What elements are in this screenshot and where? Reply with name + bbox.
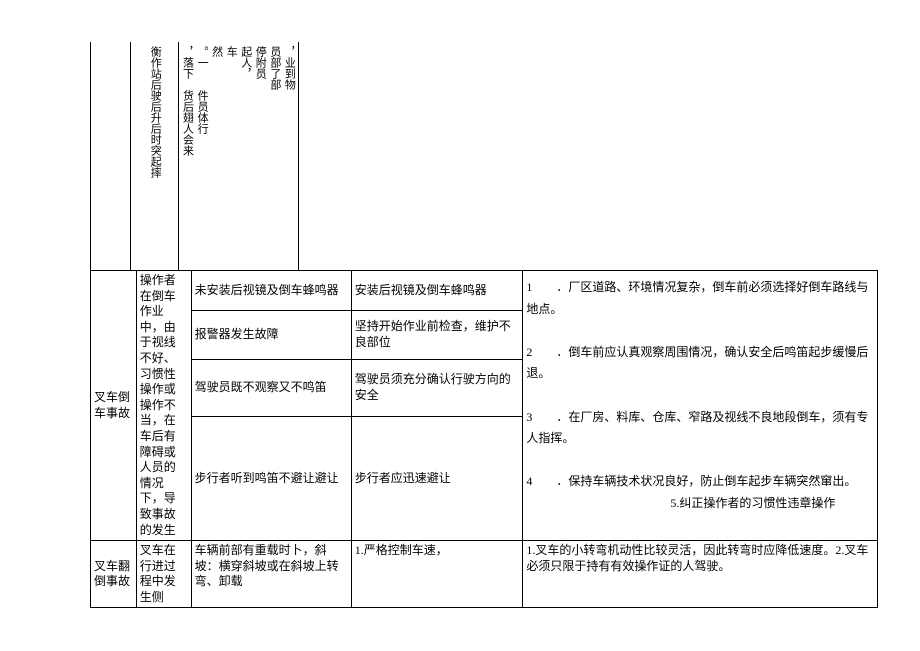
mid-rowlabel-text: 叉车倒车事故 (94, 390, 130, 420)
tc3l2: 货后翅人会来 (181, 90, 193, 156)
bot-measures: 1.叉车的小转弯机动性比较灵活，因此转弯时应降低速度。2.叉车必须只限于持有有效… (523, 541, 878, 608)
mid-sub2-c1: 报警器发生故障 (191, 310, 351, 359)
bot-c1-text: 车辆前部有重载时卜，斜坡：横穿斜坡或在斜坡上转弯、卸载 (195, 543, 339, 588)
bot-c1: 车辆前部有重载时卜，斜坡：横穿斜坡或在斜坡上转弯、卸载 (191, 541, 351, 608)
tc3l10: ，落下 (181, 46, 193, 79)
tc3l8: 然 (210, 46, 222, 57)
mid-sub2-c1-text: 报警器发生故障 (195, 327, 279, 341)
tc3l3: ，业到物 (283, 46, 295, 90)
bot-cause-text: 叉车在行进过程中发生侧 (140, 543, 176, 604)
mid-cause-text: 操作者在倒车作业中，由于视线不好、习惯性操作或操作不当，在车后有障碍或人员的情况… (140, 273, 176, 537)
tc3l4: 员部了部 (268, 46, 280, 90)
tc3l7: 车 (225, 46, 237, 57)
mid-sub1-c1-text: 未安装后视镜及倒车蜂鸣器 (195, 283, 339, 297)
bot-c2: 1.严格控制车速， (351, 541, 523, 608)
bot-rowlabel-text: 叉车翻倒事故 (94, 559, 130, 589)
mid-sub2-c2: 坚持开始作业前检查，维护不良部位 (351, 310, 523, 359)
top-col2: 衡作站后驶后升后时突起摔 (131, 42, 179, 271)
top-col1 (91, 42, 131, 271)
bot-rowlabel: 叉车翻倒事故 (91, 541, 137, 608)
mid-sub3-c1-text: 驾驶员既不观察又不鸣笛 (195, 380, 327, 394)
mid-cause: 操作者在倒车作业中，由于视线不好、习惯性操作或操作不当，在车后有障碍或人员的情况… (136, 271, 191, 541)
mid-sub3-c1: 驾驶员既不观察又不鸣笛 (191, 359, 351, 416)
mid-sub3-c2-text: 驾驶员须充分确认行驶方向的安全 (355, 372, 511, 402)
mid-sub1-c2: 安装后视镜及倒车蜂鸣器 (351, 271, 523, 311)
mid-sub3-c2: 驾驶员须充分确认行驶方向的安全 (351, 359, 523, 416)
mid-sub2-c2-text: 坚持开始作业前检查，维护不良部位 (355, 319, 511, 349)
tc3l9: 。一 (196, 46, 208, 68)
mid-sub4-c1: 步行者听到鸣笛不避让避让 (191, 416, 351, 540)
bot-c2-text: 1.严格控制车速， (355, 543, 448, 557)
tc3l6: 起人， (239, 46, 251, 79)
top-col2-text: 衡作站后驶后升后时突起摔 (149, 46, 161, 178)
tc3l1: 件员体行 (196, 90, 208, 134)
tc3l5: 停附员 (254, 46, 266, 79)
mid-sub4-c2: 步行者应迅速避让 (351, 416, 523, 540)
bot-measures-text: 1.叉车的小转弯机动性比较灵活，因此转弯时应降低速度。2.叉车必须只限于持有有效… (526, 543, 868, 573)
page: 衡作站后驶后升后时突起摔 ，落下 。一 然 车 起人， 停附员 员部了部 ，业到… (0, 0, 920, 651)
mid-sub4-c2-text: 步行者应迅速避让 (355, 471, 451, 485)
mid-sub1-c1: 未安装后视镜及倒车蜂鸣器 (191, 271, 351, 311)
top-col3: ，落下 。一 然 车 起人， 停附员 员部了部 ，业到物 货后翅人会来 件员体行 (179, 42, 299, 271)
mid-sub1-c2-text: 安装后视镜及倒车蜂鸣器 (355, 283, 487, 297)
mid-sub4-c1-text: 步行者听到鸣笛不避让避让 (195, 471, 339, 485)
mid-rowlabel: 叉车倒车事故 (91, 271, 137, 541)
mid-measures: 1 ．厂区道路、环境情况复杂，倒车前必须选择好倒车路线与地点。 2 ．倒车前应认… (523, 271, 878, 541)
main-table: 叉车倒车事故 操作者在倒车作业中，由于视线不好、习惯性操作或操作不当，在车后有障… (90, 270, 878, 608)
top-fragment-table: 衡作站后驶后升后时突起摔 ，落下 。一 然 车 起人， 停附员 员部了部 ，业到… (90, 42, 299, 271)
bot-cause: 叉车在行进过程中发生侧 (136, 541, 191, 608)
mid-measures-text: 1 ．厂区道路、环境情况复杂，倒车前必须选择好倒车路线与地点。 2 ．倒车前应认… (526, 277, 874, 515)
